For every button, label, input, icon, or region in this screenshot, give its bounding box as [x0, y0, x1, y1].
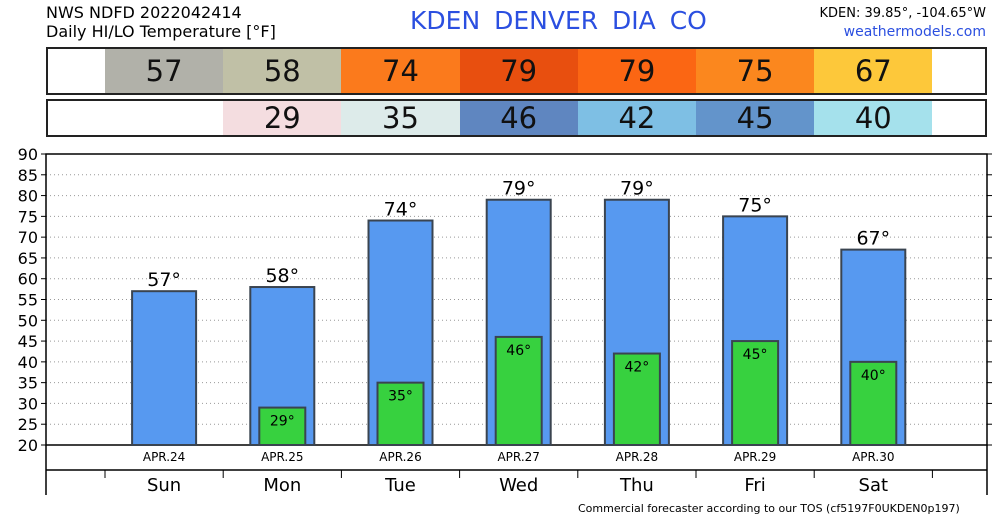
y-tick-label: 80: [18, 187, 38, 206]
low-temp-cell: [105, 101, 224, 135]
day-label: Sun: [147, 475, 181, 496]
y-tick-label: 20: [18, 436, 38, 455]
y-tick-label: 50: [18, 311, 38, 330]
y-tick-label: 25: [18, 415, 38, 434]
day-label: Mon: [263, 475, 301, 496]
high-temp-cell: 79: [459, 49, 578, 93]
high-bar-label: 74°: [384, 199, 418, 221]
day-label: Sat: [859, 475, 889, 496]
y-tick-label: 70: [18, 228, 38, 247]
footer-note: Commercial forecaster according to our T…: [578, 502, 960, 515]
low-bar-label: 35°: [388, 389, 413, 405]
header-right: KDEN: 39.85°, -104.65°W weathermodels.co…: [820, 4, 987, 42]
day-label: Tue: [384, 475, 416, 496]
date-label: APR.26: [379, 450, 421, 464]
low-temp-cell: 42: [577, 101, 696, 135]
variable-label: Daily HI/LO Temperature [°F]: [46, 22, 276, 41]
low-temp-cell: 45: [696, 101, 815, 135]
y-tick-label: 75: [18, 207, 38, 226]
high-temp-cell: 74: [341, 49, 460, 93]
y-tick-label: 45: [18, 332, 38, 351]
high-temp-cell: 58: [223, 49, 342, 93]
high-temp-cell: 67: [814, 49, 933, 93]
y-tick-label: 40: [18, 353, 38, 372]
low-temp-strip: 29 35 46 42 45 40: [46, 99, 987, 137]
y-tick-label: 30: [18, 394, 38, 413]
y-tick-label: 60: [18, 270, 38, 289]
high-bar-label: 67°: [856, 228, 890, 250]
date-label: APR.27: [497, 450, 539, 464]
high-bar-label: 79°: [502, 178, 536, 200]
y-tick-label: 55: [18, 291, 38, 310]
coords-label: KDEN: 39.85°, -104.65°W: [819, 6, 987, 21]
y-tick-label: 85: [18, 166, 38, 185]
low-temp-cell: 40: [814, 101, 933, 135]
low-temp-cell: 46: [459, 101, 578, 135]
low-temp-cell: 29: [223, 101, 342, 135]
low-bar: [731, 340, 780, 447]
site-link[interactable]: weathermodels.com: [843, 24, 986, 40]
high-bar-label: 75°: [738, 194, 772, 216]
day-label: Thu: [619, 475, 654, 496]
low-temp-cell: 35: [341, 101, 460, 135]
y-tick-label: 65: [18, 249, 38, 268]
high-temp-strip: 57 58 74 79 79 75 67: [46, 47, 987, 95]
high-bar-label: 79°: [620, 178, 654, 200]
low-bar: [494, 335, 543, 446]
high-bar-label: 57°: [147, 269, 181, 291]
date-label: APR.28: [616, 450, 658, 464]
low-bar: [612, 352, 661, 446]
high-temp-cell: 75: [696, 49, 815, 93]
date-label: APR.29: [734, 450, 776, 464]
low-bar-label: 42°: [624, 360, 649, 376]
low-bar-label: 40°: [861, 368, 886, 384]
header-left: NWS NDFD 2022042414 Daily HI/LO Temperat…: [46, 3, 276, 41]
date-label: APR.24: [143, 450, 185, 464]
high-temp-cell: 57: [105, 49, 224, 93]
low-bar: [849, 360, 898, 447]
day-label: Fri: [744, 475, 765, 496]
date-label: APR.25: [261, 450, 303, 464]
high-bar-label: 58°: [265, 265, 299, 287]
y-tick-label: 35: [18, 374, 38, 393]
y-tick-label: 90: [18, 145, 38, 164]
model-run-label: NWS NDFD 2022042414: [46, 3, 242, 22]
low-bar: [258, 406, 307, 447]
high-temp-cell: 79: [577, 49, 696, 93]
station-title: KDEN DENVER DIA CO: [410, 6, 707, 35]
low-bar-label: 46°: [506, 343, 531, 359]
low-bar: [376, 381, 425, 446]
low-bar-label: 29°: [270, 414, 295, 430]
date-label: APR.30: [852, 450, 894, 464]
day-label: Wed: [499, 475, 538, 496]
low-bar-label: 45°: [743, 347, 768, 363]
high-bar: [131, 290, 198, 446]
